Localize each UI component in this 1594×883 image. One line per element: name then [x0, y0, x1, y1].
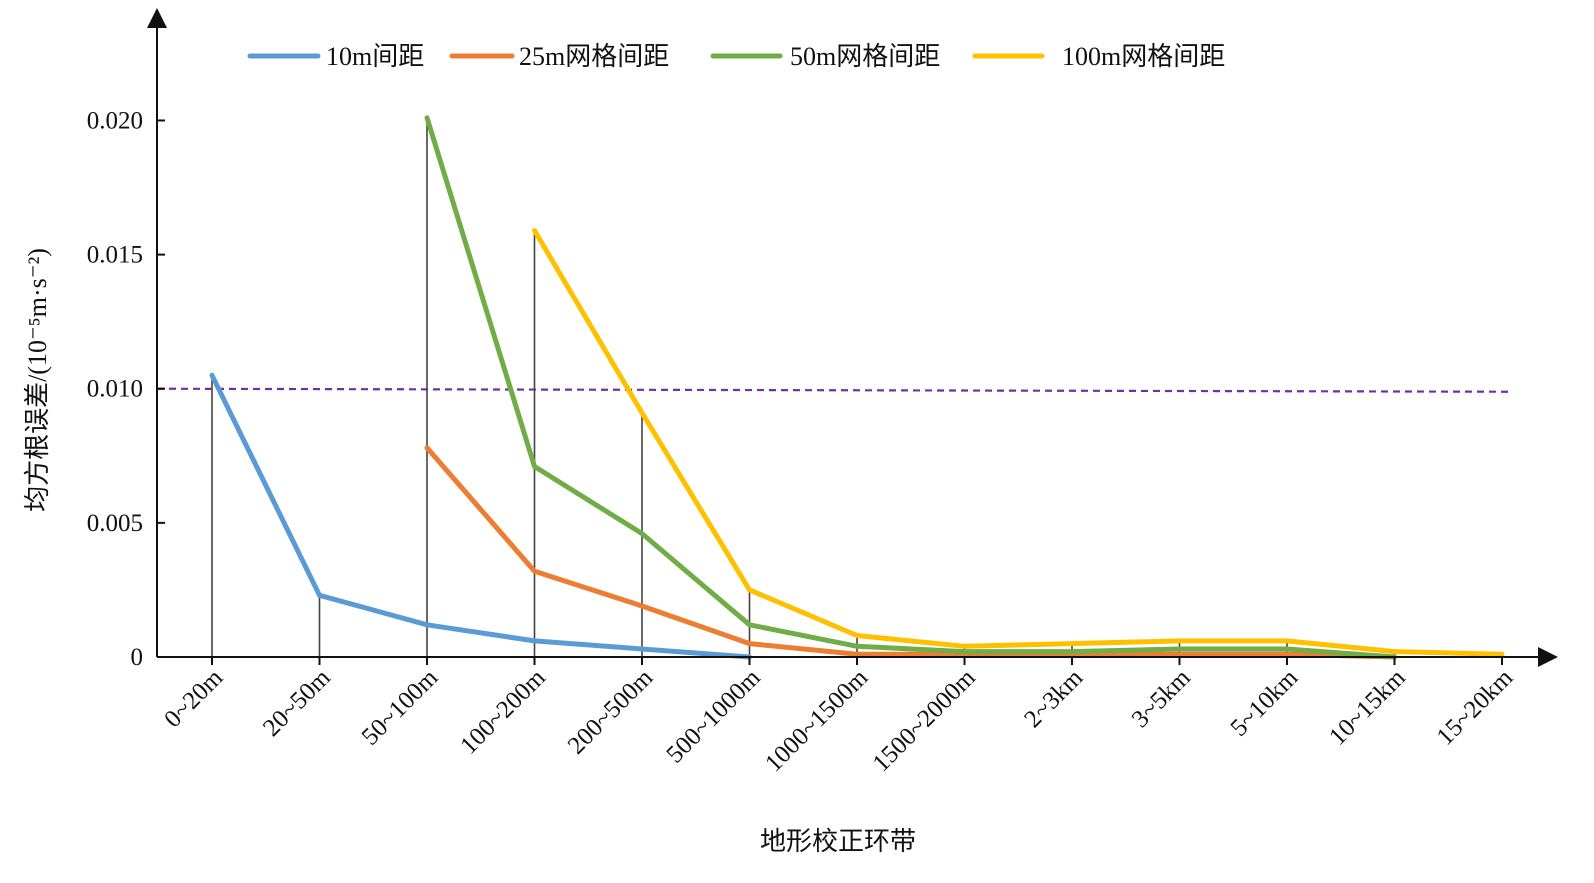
x-tick-label: 0~20m — [159, 664, 228, 733]
x-tick-label: 1500~2000m — [868, 664, 982, 778]
x-tick-label: 20~50m — [258, 664, 336, 742]
series-line — [209, 372, 752, 660]
x-tick-label: 50~100m — [357, 664, 444, 751]
x-tick-label: 2~3km — [1019, 664, 1088, 733]
x-ticks: 0~20m 20~50m 50~100m 100~200m 200~500m 500~10… — [159, 657, 1519, 778]
x-tick-label: 5~10km — [1225, 664, 1303, 742]
y-tick-label: 0.010 — [87, 376, 143, 403]
series-line — [532, 228, 1505, 657]
x-tick-label: 200~500m — [563, 664, 659, 760]
y-axis-title: 均方根误差/(10⁻⁵m·s⁻²) — [23, 248, 52, 512]
y-ticks: 0 0.005 0.010 0.015 0.020 — [87, 107, 165, 671]
drop-lines — [211, 117, 1503, 657]
y-tick-label: 0.020 — [87, 107, 143, 134]
x-tick-label: 10~15km — [1324, 664, 1411, 751]
legend-label: 10m间距 — [326, 42, 424, 71]
legend-label: 50m网格间距 — [790, 42, 940, 71]
chart-legend: 10m间距 25m网格间距 50m网格间距 100m网格间距 — [247, 42, 1225, 71]
x-tick-label: 15~20km — [1432, 664, 1519, 751]
reference-line — [156, 387, 1513, 393]
x-tick-label: 500~1000m — [661, 664, 766, 769]
x-tick-label: 1000~1500m — [760, 664, 874, 778]
reference-line-group — [156, 387, 1513, 393]
x-tick-label: 3~5km — [1127, 664, 1196, 733]
axes — [147, 8, 1558, 667]
x-axis-title: 地形校正环带 — [760, 827, 916, 856]
legend-label: 25m网格间距 — [519, 42, 669, 71]
y-tick-label: 0 — [131, 644, 144, 671]
series-lines — [209, 115, 1505, 660]
x-tick-label: 100~200m — [455, 664, 551, 760]
y-tick-label: 0.005 — [87, 510, 143, 537]
series-line — [424, 115, 1397, 660]
legend-label: 100m网格间距 — [1062, 42, 1225, 71]
series-line — [424, 445, 1397, 660]
y-tick-label: 0.015 — [87, 242, 143, 269]
